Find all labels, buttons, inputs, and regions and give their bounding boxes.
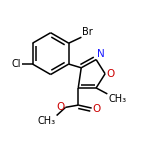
Text: CH₃: CH₃	[38, 116, 56, 126]
Text: O: O	[107, 69, 115, 79]
Text: Cl: Cl	[12, 59, 21, 69]
Text: CH₃: CH₃	[108, 94, 126, 104]
Text: N: N	[97, 49, 105, 59]
Text: Br: Br	[82, 27, 93, 37]
Text: O: O	[56, 102, 64, 112]
Text: O: O	[93, 104, 101, 114]
